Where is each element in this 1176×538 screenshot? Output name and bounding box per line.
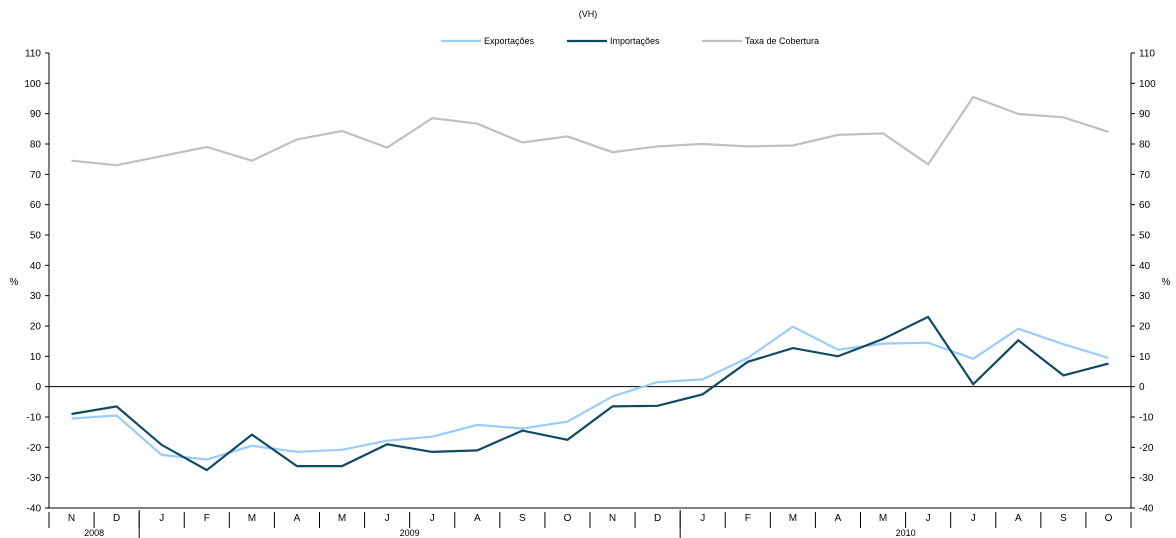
y-tick-label-right: 20 [1139,322,1151,333]
chart-subtitle: (VH) [579,9,598,19]
y-tick-label-left: 100 [24,79,41,90]
x-tick-label: M [879,513,887,524]
x-tick-label: N [68,513,75,524]
x-tick-label: A [1015,513,1022,524]
legend-label-importacoes: Importações [610,36,660,46]
x-tick-label: J [159,513,164,524]
y-tick-label-right: 110 [1139,49,1155,60]
y-tick-label-left: 10 [30,352,42,363]
series-line-importacoes [71,315,1109,472]
x-tick-label: S [519,513,526,524]
y-tick-label-right: 40 [1139,261,1151,272]
y-tick-label-right: 70 [1139,170,1151,181]
y-tick-label-left: -30 [27,473,42,484]
x-tick-label: S [1060,513,1067,524]
x-tick-label: J [430,513,435,524]
series-line-exportacoes [71,325,1109,461]
y-tick-label-right: -10 [1139,413,1154,424]
y-axes: -40 -40 -30 -30 -20 -20 -10 -10 0 0 10 10 20 20 30 30 40… [24,49,1156,515]
x-tick-label: J [700,513,705,524]
x-tick-label: A [294,513,301,524]
y-tick-label-right: 100 [1139,79,1156,90]
y-tick-label-left: 40 [30,261,42,272]
legend: Exportações Importações Taxa de Cobertura [441,36,819,46]
y-tick-label-right: 60 [1139,200,1151,211]
x-tick-label: N [609,513,616,524]
year-label: 2010 [896,528,916,538]
year-label: 2008 [84,528,104,538]
y-tick-label-left: 30 [30,291,42,302]
x-tick-label: O [564,513,572,524]
y-tick-label-right: 50 [1139,231,1151,242]
y-tick-label-left: 110 [25,49,41,60]
x-tick-label: J [971,513,976,524]
x-tick-label: D [654,513,661,524]
y-tick-label-left: 80 [30,140,42,151]
y-tick-label-left: 70 [30,170,42,181]
y-tick-label-left: 0 [35,382,41,393]
x-tick-label: A [474,513,481,524]
y-tick-label-left: -40 [27,504,42,515]
y-tick-label-right: 80 [1139,140,1151,151]
series-line-taxa-de-cobertura [71,95,1109,167]
x-tick-label: J [926,513,931,524]
y-tick-label-left: 90 [30,109,42,120]
y-axis-label-right: % [1162,277,1171,288]
y-tick-label-right: -40 [1139,504,1154,515]
legend-label-taxa-de-cobertura: Taxa de Cobertura [745,36,819,46]
x-tick-label: D [113,513,120,524]
x-tick-label: M [248,513,256,524]
x-tick-label: J [385,513,390,524]
y-tick-label-left: 60 [30,200,42,211]
x-tick-label: M [789,513,797,524]
x-axis: N D J F M A M J J A S O N D J F M A M J J A S O 2008 2009 2010 [48,386,1132,538]
y-tick-label-left: -10 [27,413,42,424]
y-tick-label-left: 50 [30,231,42,242]
y-tick-label-left: 20 [30,322,42,333]
series-lines [71,95,1109,472]
x-tick-label: A [835,513,842,524]
year-label: 2009 [400,528,420,538]
y-tick-label-right: 10 [1139,352,1151,363]
x-tick-label: F [204,513,210,524]
x-tick-label: M [338,513,346,524]
y-tick-label-right: 90 [1139,109,1151,120]
y-axis-label-left: % [10,277,19,288]
y-tick-label-right: -20 [1139,443,1154,454]
y-tick-label-left: -20 [27,443,42,454]
y-tick-label-right: -30 [1139,473,1154,484]
legend-label-exportacoes: Exportações [484,36,535,46]
x-tick-label: F [745,513,751,524]
x-tick-label: O [1105,513,1113,524]
y-tick-label-right: 30 [1139,291,1151,302]
y-tick-label-right: 0 [1139,382,1145,393]
